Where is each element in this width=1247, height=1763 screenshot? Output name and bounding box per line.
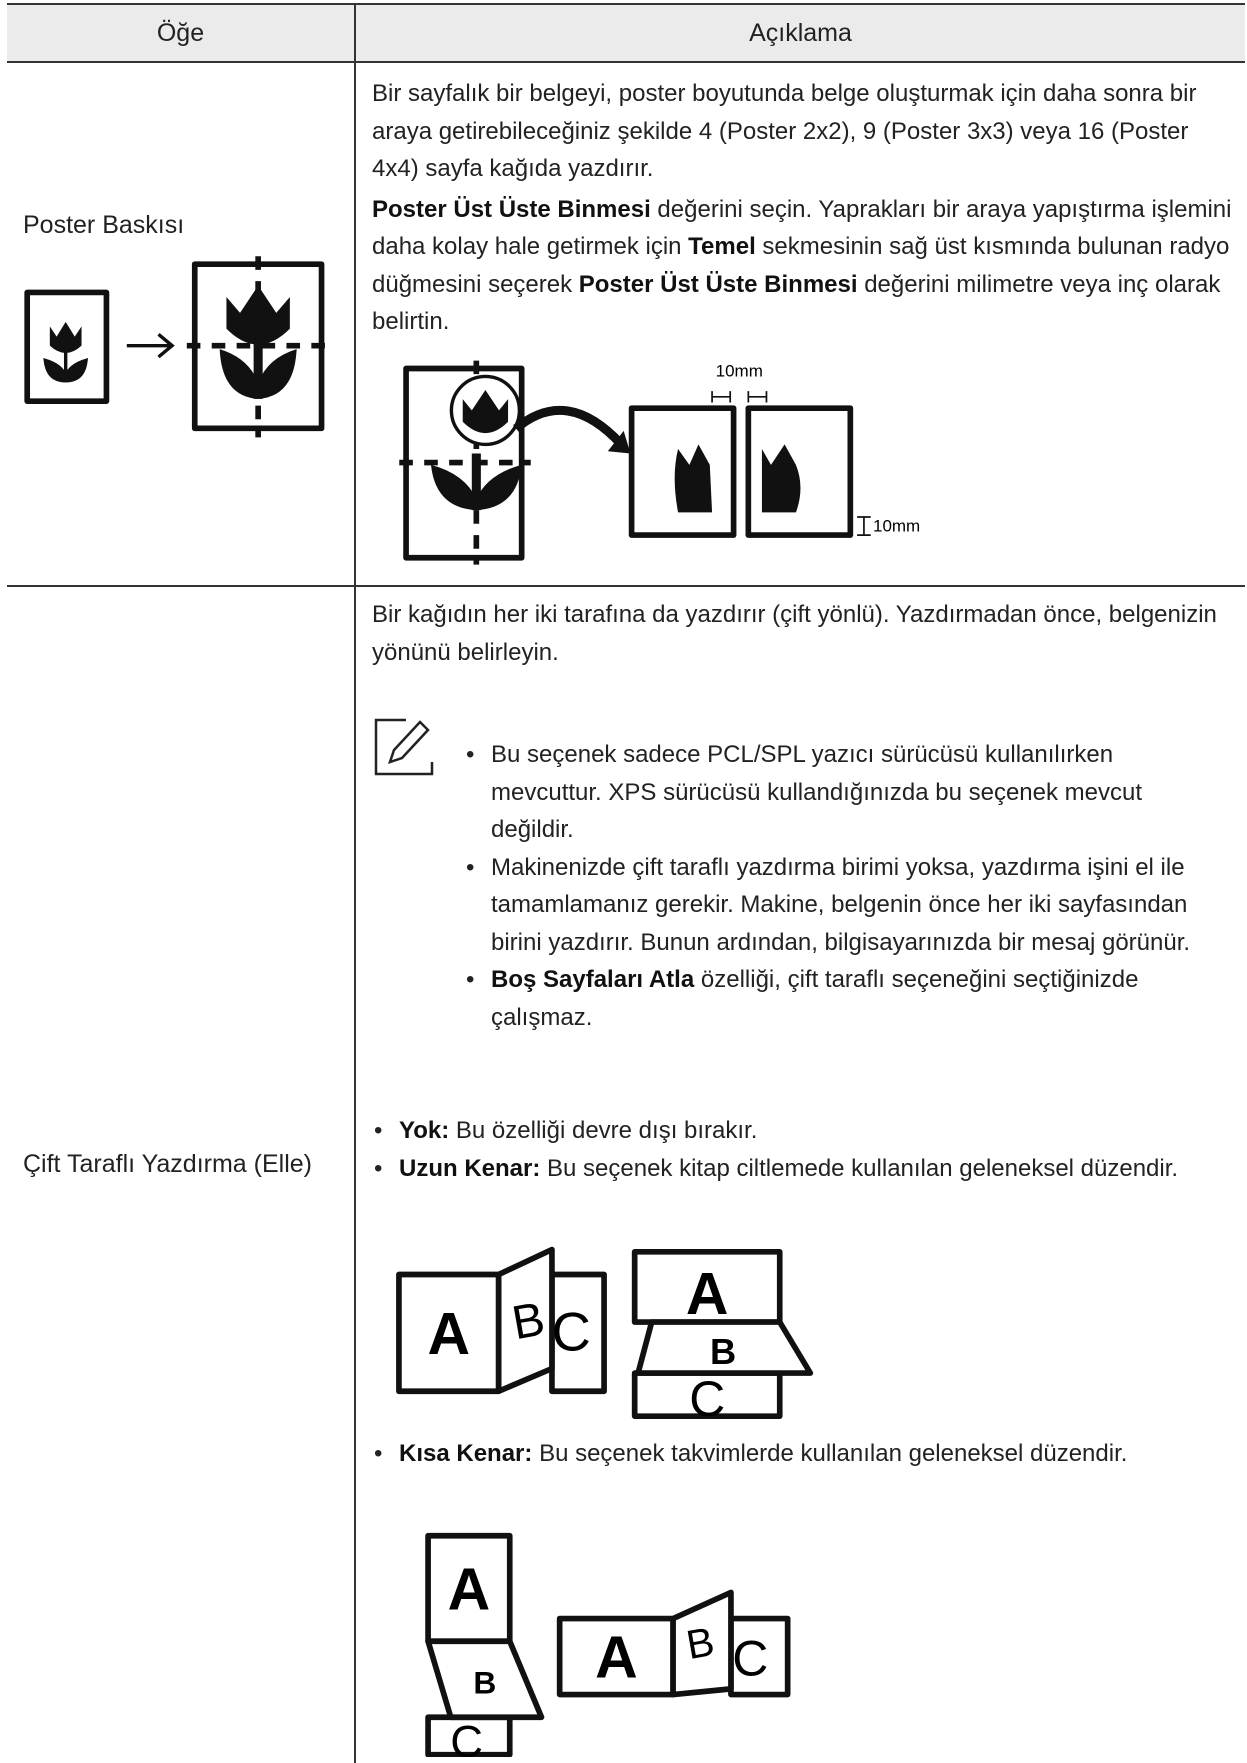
header-cell: Öğe [156, 19, 205, 47]
item-label: Poster Baskısı [23, 211, 185, 239]
page-letter: A [448, 1557, 491, 1622]
text: Makinenizde çift taraflı yazdırma birimi… [491, 853, 1191, 956]
text: değerini milimetre veya inç olarak belir… [372, 270, 1221, 336]
page-letter: B [710, 1331, 736, 1372]
page-letter: C [450, 1716, 483, 1757]
option-list: Yok: Bu özelliği devre dışı bırakır. Uzu… [374, 1112, 1234, 1187]
page-letter: A [595, 1626, 638, 1691]
note-icon [374, 718, 434, 776]
description: Bir kağıdın her iki tarafına da yazdırır… [372, 596, 1232, 674]
option-text: Bu seçenek takvimlerde kullanılan gelene… [539, 1440, 1128, 1467]
page-letter: A [428, 1302, 471, 1367]
option-label: Kısa Kenar: [399, 1440, 533, 1467]
page-letter: B [473, 1664, 496, 1700]
page-letter: C [552, 1301, 591, 1362]
page-letter: A [686, 1262, 729, 1327]
option-label: Uzun Kenar: [399, 1154, 541, 1182]
dimension-label: 10mm [873, 517, 920, 536]
option: Yok: Bu özelliği devre dışı bırakır. [374, 1112, 1234, 1150]
poster-icon [24, 256, 331, 438]
rule [7, 61, 1245, 63]
rule [7, 3, 1245, 5]
option: Kısa Kenar: Bu seçenek takvimlerde kulla… [374, 1435, 1234, 1473]
note-item: Boş Sayfaları Atla özelliği, çift tarafl… [466, 961, 1226, 1036]
table-header [7, 4, 1245, 62]
bold-text: Boş Sayfaları Atla [491, 966, 695, 993]
text: sekmesinin sağ üst kısmında bulunan rady… [372, 233, 1230, 298]
option-text: Bu seçenek kitap ciltlemede kullanılan g… [547, 1154, 1179, 1182]
paragraph: Bir sayfalık bir belgeyi, poster boyutun… [372, 75, 1232, 188]
option: Uzun Kenar: Bu seçenek kitap ciltlemede … [374, 1150, 1234, 1188]
dimension-label: 10mm [716, 361, 763, 380]
paragraph: Poster Üst Üste Binmesi değerini seçin. … [372, 191, 1232, 341]
note-item: Makinenizde çift taraflı yazdırma birimi… [466, 849, 1226, 962]
bold-text: Poster Üst Üste Binmesi [372, 195, 651, 223]
text: Bu seçenek sadece PCL/SPL yazıcı sürücüs… [491, 741, 1143, 843]
note-list: Bu seçenek sadece PCL/SPL yazıcı sürücüs… [466, 736, 1226, 1036]
long-edge-diagram: A B C A B C [396, 1246, 814, 1422]
description: Bir sayfalık bir belgeyi, poster boyutun… [372, 75, 1232, 344]
bold-text: Poster Üst Üste Binmesi [578, 270, 858, 298]
poster-diagram: 10mm 10mm [399, 360, 920, 565]
bold-text: Temel [688, 233, 756, 260]
option-list: Kısa Kenar: Bu seçenek takvimlerde kulla… [374, 1435, 1234, 1473]
option-text: Bu özelliği devre dışı bırakır. [455, 1117, 758, 1144]
item-label: Çift Taraflı Yazdırma (Elle) [23, 1150, 312, 1178]
text: Bir kağıdın her iki tarafına da yazdırır… [372, 601, 1217, 666]
option-label: Yok: [399, 1117, 450, 1144]
text: Bir sayfalık bir belgeyi, poster boyutun… [372, 80, 1197, 182]
paragraph: Bir kağıdın her iki tarafına da yazdırır… [372, 596, 1232, 671]
note-item: Bu seçenek sadece PCL/SPL yazıcı sürücüs… [466, 736, 1226, 849]
short-edge-diagram: A B C A B C [425, 1532, 791, 1757]
header-cell: Açıklama [749, 19, 852, 47]
page-letter: C [689, 1371, 725, 1422]
page-letter: C [732, 1630, 768, 1686]
rule [7, 585, 1245, 587]
text: değerini seçin. Yaprakları bir araya yap… [372, 195, 1232, 261]
text: özelliği, çift taraflı seçeneğini seçtiğ… [491, 966, 1139, 1031]
column-rule [354, 3, 356, 1763]
